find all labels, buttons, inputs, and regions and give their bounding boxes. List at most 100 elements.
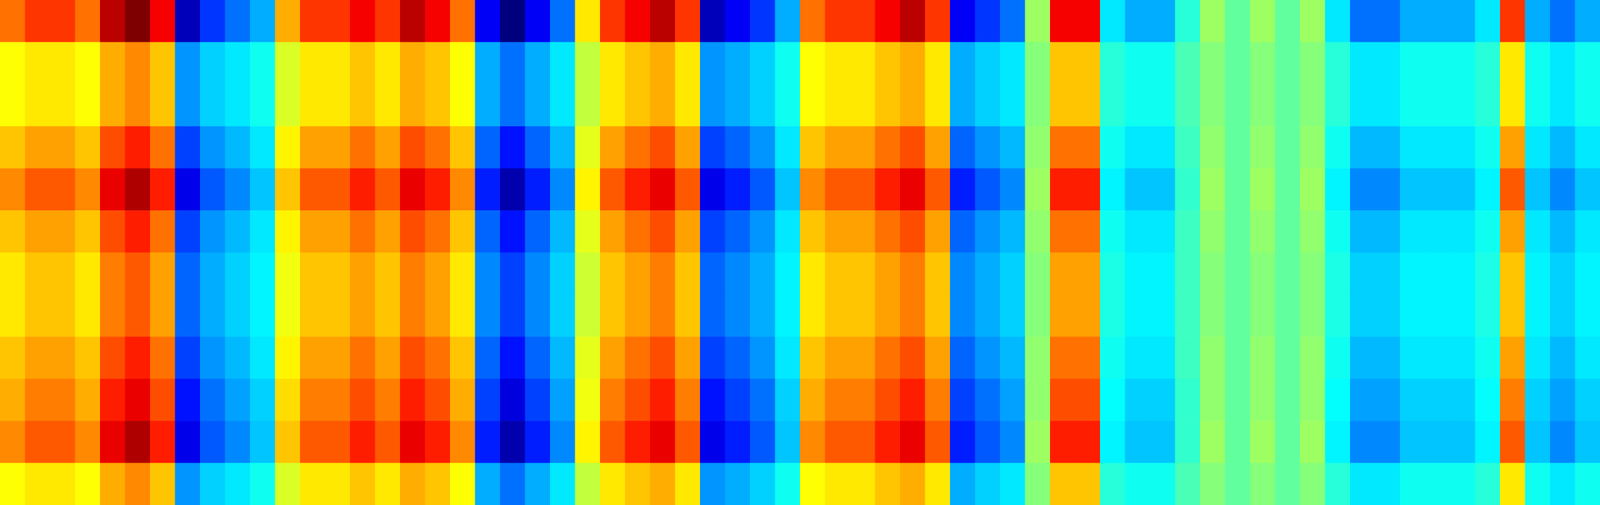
heatmap-cell [875, 378, 901, 422]
heatmap-cell [475, 41, 501, 85]
heatmap-cell [1100, 126, 1126, 169]
heatmap-cell [1225, 420, 1251, 464]
heatmap-cell [225, 252, 251, 296]
heatmap-cell [150, 420, 176, 464]
heatmap-cell [975, 84, 1001, 127]
heatmap-cell [75, 168, 101, 211]
heatmap-cell [1375, 210, 1401, 253]
cells [0, 0, 1600, 505]
heatmap-cell [475, 294, 501, 337]
heatmap-cell [1075, 378, 1101, 422]
heatmap-cell [50, 336, 76, 379]
heatmap-cell [1000, 252, 1026, 296]
heatmap-cell [1350, 463, 1376, 505]
heatmap-cell [1400, 41, 1426, 85]
heatmap-cell [625, 0, 651, 43]
heatmap-cell [900, 294, 926, 337]
heatmap-cell [925, 252, 951, 296]
heatmap-cell [1075, 252, 1101, 296]
heatmap-cell [575, 41, 601, 85]
heatmap-cell [1400, 294, 1426, 337]
heatmap-cell [850, 336, 876, 379]
heatmap-cell [1125, 420, 1151, 464]
heatmap-cell [750, 336, 776, 379]
heatmap-cell [1400, 168, 1426, 211]
heatmap-cell [525, 41, 551, 85]
heatmap-cell [1350, 168, 1376, 211]
heatmap-cell [100, 252, 126, 296]
heatmap-cell [450, 210, 476, 253]
heatmap-cell [425, 294, 451, 337]
heatmap-cell [575, 378, 601, 422]
heatmap-cell [750, 378, 776, 422]
heatmap-cell [675, 378, 701, 422]
heatmap-cell [300, 41, 326, 85]
heatmap-cell [1575, 294, 1600, 337]
heatmap-cell [150, 126, 176, 169]
heatmap-cell [1450, 463, 1476, 505]
heatmap-cell [500, 378, 526, 422]
heatmap-cell [25, 41, 51, 85]
heatmap-cell [675, 168, 701, 211]
heatmap-cell [325, 252, 351, 296]
heatmap-cell [225, 210, 251, 253]
heatmap-cell [1375, 252, 1401, 296]
heatmap-cell [1200, 41, 1226, 85]
heatmap-cell [200, 126, 226, 169]
heatmap-cell [900, 336, 926, 379]
heatmap-cell [1150, 336, 1176, 379]
heatmap-cell [1250, 252, 1276, 296]
heatmap-cell [125, 378, 151, 422]
heatmap-cell [325, 0, 351, 43]
heatmap-cell [525, 378, 551, 422]
heatmap-cell [675, 41, 701, 85]
heatmap-cell [925, 294, 951, 337]
heatmap-cell [375, 294, 401, 337]
heatmap-cell [625, 252, 651, 296]
heatmap-cell [1025, 84, 1051, 127]
heatmap-cell [325, 463, 351, 505]
heatmap-cell [1100, 378, 1126, 422]
heatmap-cell [850, 210, 876, 253]
heatmap-cell [1350, 84, 1376, 127]
heatmap-cell [100, 0, 126, 43]
heatmap-cell [1025, 378, 1051, 422]
heatmap-cell [200, 41, 226, 85]
heatmap-cell [1325, 84, 1351, 127]
heatmap-cell [225, 41, 251, 85]
heatmap-cell [900, 168, 926, 211]
plot [0, 0, 1600, 505]
heatmap-cell [1500, 378, 1526, 422]
heatmap-cell [1150, 84, 1176, 127]
heatmap-cell [1175, 336, 1201, 379]
heatmap-cell [725, 0, 751, 43]
heatmap-cell [625, 336, 651, 379]
heatmap-cell [0, 84, 26, 127]
heatmap-cell [1025, 168, 1051, 211]
heatmap-cell [275, 294, 301, 337]
heatmap-cell [925, 41, 951, 85]
heatmap-cell [1525, 252, 1551, 296]
heatmap-cell [1500, 210, 1526, 253]
heatmap-cell [100, 378, 126, 422]
heatmap-cell [50, 378, 76, 422]
heatmap-cell [475, 252, 501, 296]
heatmap-cell [425, 420, 451, 464]
heatmap-cell [0, 420, 26, 464]
heatmap-cell [250, 420, 276, 464]
heatmap-cell [1125, 378, 1151, 422]
heatmap-cell [1175, 84, 1201, 127]
heatmap-cell [275, 0, 301, 43]
heatmap-cell [650, 210, 676, 253]
heatmap-cell [450, 84, 476, 127]
heatmap-cell [800, 463, 826, 505]
heatmap-cell [1400, 126, 1426, 169]
heatmap-cell [550, 420, 576, 464]
heatmap-cell [900, 420, 926, 464]
heatmap-cell [500, 84, 526, 127]
heatmap-cell [700, 84, 726, 127]
heatmap-cell [1350, 336, 1376, 379]
heatmap-cell [125, 84, 151, 127]
heatmap-cell [225, 378, 251, 422]
heatmap-cell [1250, 378, 1276, 422]
